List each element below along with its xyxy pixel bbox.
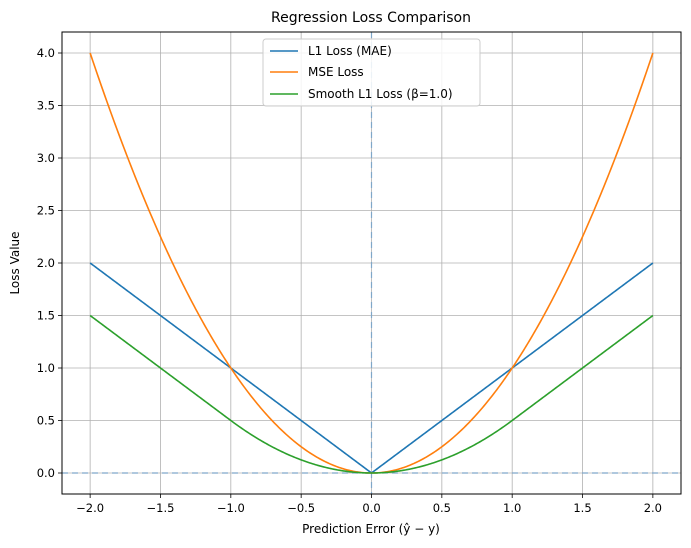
chart-title: Regression Loss Comparison [271, 10, 471, 26]
legend-label-smooth-l1: Smooth L1 Loss (β=1.0) [308, 87, 453, 101]
series-lines [89, 52, 654, 474]
legend-label-mse: MSE Loss [308, 65, 364, 79]
y-tick-label: 2.0 [37, 256, 55, 270]
y-tick-label: 1.5 [37, 309, 55, 323]
smooth-l1-loss-line [89, 314, 654, 474]
x-tick-label: 0.0 [362, 501, 380, 515]
y-tick-label: 1.0 [37, 361, 55, 375]
y-axis-label: Loss Value [8, 231, 22, 294]
y-ticks: 0.0 0.5 1.0 1.5 2.0 2.5 3.0 3.5 4.0 [37, 46, 62, 480]
x-axis-label: Prediction Error (ŷ − y) [302, 522, 440, 536]
y-tick-label: 3.0 [37, 151, 55, 165]
legend-label-l1: L1 Loss (MAE) [308, 44, 392, 58]
x-tick-label: 2.0 [644, 501, 662, 515]
y-tick-label: 0.0 [37, 466, 55, 480]
y-tick-label: 0.5 [37, 414, 55, 428]
y-tick-label: 3.5 [37, 99, 55, 113]
legend: L1 Loss (MAE) MSE Loss Smooth L1 Loss (β… [262, 38, 481, 107]
reference-lines [62, 32, 681, 494]
x-ticks: −2.0 −1.5 −1.0 −0.5 0.0 0.5 1.0 1.5 2.0 [76, 494, 662, 515]
x-tick-label: −1.0 [217, 501, 245, 515]
x-tick-label: −2.0 [76, 501, 104, 515]
x-tick-label: 1.0 [503, 501, 521, 515]
x-tick-label: 0.5 [433, 501, 451, 515]
x-tick-label: 1.5 [573, 501, 591, 515]
legend-box [262, 38, 481, 107]
y-tick-label: 2.5 [37, 204, 55, 218]
y-tick-label: 4.0 [37, 46, 55, 60]
x-tick-label: −0.5 [287, 501, 315, 515]
x-tick-label: −1.5 [147, 501, 175, 515]
